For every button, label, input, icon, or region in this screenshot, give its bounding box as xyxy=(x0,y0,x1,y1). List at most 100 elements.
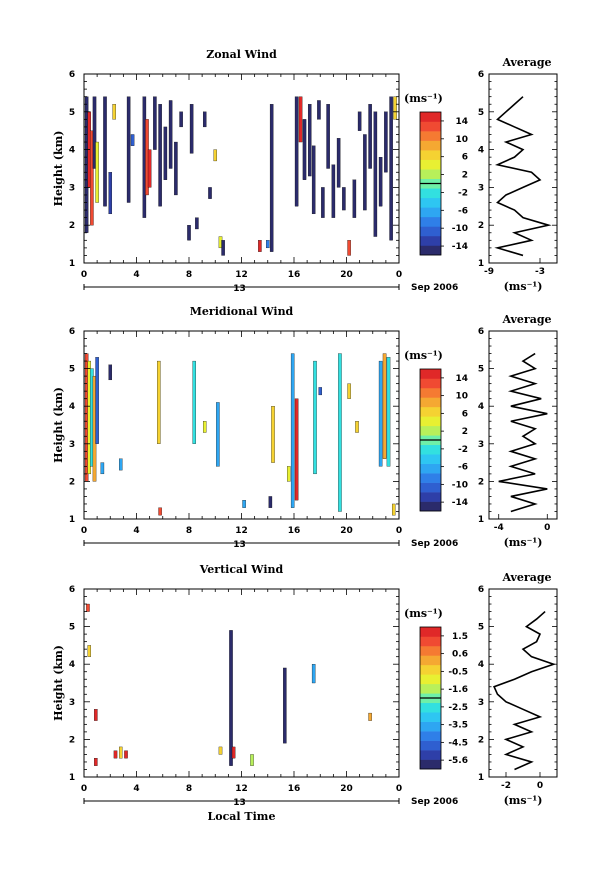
colorbar-swatch xyxy=(420,731,441,741)
colorbar-tick-label: 0.6 xyxy=(452,650,468,660)
heatmap-cell xyxy=(213,149,217,162)
colorbar-unit-label: (ms⁻¹) xyxy=(404,349,443,362)
heatmap-cell xyxy=(229,630,233,766)
heatmap-cell xyxy=(336,138,341,188)
colorbar-swatch xyxy=(420,416,441,427)
heatmap-cell xyxy=(189,104,194,154)
heatmap-cell xyxy=(347,383,351,399)
date-label: Sep 2006 xyxy=(411,283,458,293)
y-tick-label: 4 xyxy=(69,402,75,412)
colorbar-swatch xyxy=(420,721,441,732)
colorbar-swatch xyxy=(420,112,441,122)
heatmap-cell xyxy=(202,111,207,128)
heatmap-cell xyxy=(283,667,287,744)
average-frame xyxy=(488,588,558,778)
heatmap-cell xyxy=(355,421,359,433)
y-axis-label: Height (km) xyxy=(52,387,65,463)
y-tick-label: 4 xyxy=(69,660,75,670)
heatmap-cell xyxy=(221,240,225,256)
average-x-tick-label: -9 xyxy=(484,267,494,277)
date-day-label: 13 xyxy=(233,540,246,550)
heatmap-cell xyxy=(373,111,378,237)
heatmap-cell xyxy=(168,100,173,169)
heatmap-cell xyxy=(393,96,397,120)
colorbar-tick-label: 14 xyxy=(455,117,468,127)
x-tick-label: 0 xyxy=(81,784,87,794)
heatmap-cell xyxy=(119,458,123,471)
heatmap-cell xyxy=(147,149,152,188)
heatmap-cell xyxy=(126,96,131,203)
x-tick-label: 8 xyxy=(186,526,192,536)
heatmap-cell xyxy=(124,750,128,759)
y-tick-label: 6 xyxy=(69,327,75,337)
heatmap-cell xyxy=(352,179,357,218)
average-y-tick-label: 5 xyxy=(478,623,484,633)
average-y-tick-label: 2 xyxy=(478,735,484,745)
colorbar-swatch xyxy=(420,235,441,246)
heatmap-cells xyxy=(86,603,372,766)
plot-frame xyxy=(83,588,400,778)
colorbar-swatch xyxy=(420,397,441,408)
heatmap-cell xyxy=(386,357,391,467)
colorbar-swatch xyxy=(420,482,441,493)
colorbar-tick-label: -5.6 xyxy=(448,756,468,766)
heatmap-cell xyxy=(130,134,135,146)
colorbar-tick-label: -6 xyxy=(458,206,468,216)
heatmap-cell xyxy=(108,172,113,215)
x-tick-label: 12 xyxy=(235,526,248,536)
average-title: Average xyxy=(501,313,551,326)
colorbar-swatch xyxy=(420,207,441,218)
colorbar-swatch xyxy=(420,444,441,455)
heatmap-cell xyxy=(302,119,307,180)
x-tick-label: 0 xyxy=(81,270,87,280)
colorbar-swatch xyxy=(420,378,441,389)
heatmap-cell xyxy=(179,111,183,128)
colorbar-swatch xyxy=(420,131,441,141)
panel-title: Vertical Wind xyxy=(199,563,284,576)
colorbar-swatch xyxy=(420,473,441,483)
heatmap-cell xyxy=(231,746,236,759)
colorbar-swatch xyxy=(420,159,441,170)
average-y-tick-label: 3 xyxy=(478,183,484,193)
y-tick-label: 2 xyxy=(69,735,75,745)
x-axis-label: Local Time xyxy=(208,810,276,823)
panel-title: Meridional Wind xyxy=(190,305,294,318)
heatmap-cell xyxy=(218,746,223,755)
y-tick-label: 2 xyxy=(69,477,75,487)
colorbar-swatch xyxy=(420,169,441,180)
colorbar-swatch xyxy=(420,683,441,694)
heatmap-cell xyxy=(311,664,316,684)
colorbar-swatch xyxy=(420,150,441,160)
average-y-tick-label: 5 xyxy=(478,108,484,118)
heatmap-cell xyxy=(271,406,275,463)
date-day-label: 13 xyxy=(233,284,246,294)
colorbar-swatch xyxy=(420,645,441,656)
heatmap-cell xyxy=(286,466,291,482)
heatmap-cell xyxy=(216,402,220,467)
heatmap-cells xyxy=(84,353,396,516)
plot-frame xyxy=(83,73,400,264)
colorbar-swatch xyxy=(420,226,441,237)
average-y-tick-label: 6 xyxy=(478,70,484,80)
x-tick-label: 12 xyxy=(235,270,248,280)
colorbar-swatch xyxy=(420,636,441,647)
average-title: Average xyxy=(501,571,551,584)
heatmap-cell xyxy=(157,360,161,444)
colorbar-swatch xyxy=(420,492,441,502)
x-tick-label: 12 xyxy=(235,784,248,794)
heatmap-cell xyxy=(119,746,123,759)
date-label: Sep 2006 xyxy=(411,539,458,549)
average-frame xyxy=(488,73,558,264)
heatmap-cell xyxy=(311,145,316,215)
colorbar-tick-label: -14 xyxy=(452,242,468,252)
colorbar-tick-label: 10 xyxy=(455,392,468,402)
average-y-tick-label: 2 xyxy=(478,221,484,231)
colorbar-tick-label: 14 xyxy=(455,374,468,384)
x-tick-label: 16 xyxy=(288,784,301,794)
colorbar-swatch xyxy=(420,702,441,713)
average-y-tick-label: 1 xyxy=(478,259,484,269)
heatmap-cell xyxy=(342,187,346,211)
y-axis-label: Height (km) xyxy=(52,131,65,207)
heatmap-cell xyxy=(317,100,321,120)
